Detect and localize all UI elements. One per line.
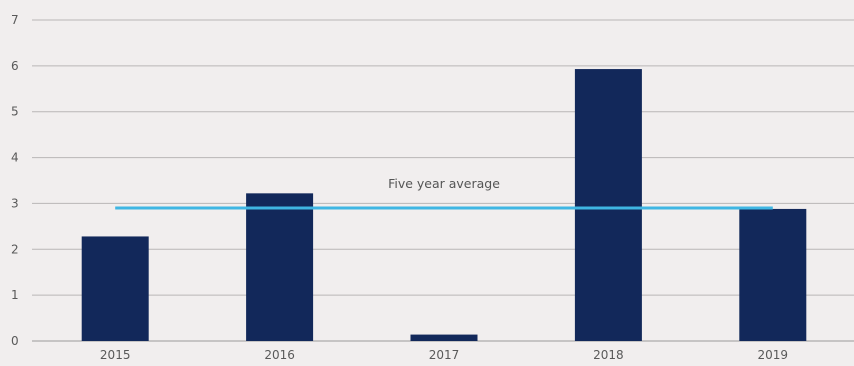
- y-tick-label: 5: [11, 105, 19, 119]
- x-category-label: 2019: [758, 348, 789, 362]
- x-category-label: 2015: [100, 348, 131, 362]
- x-category-label: 2017: [429, 348, 460, 362]
- x-category-label: 2016: [264, 348, 295, 362]
- x-category-label: 2018: [593, 348, 624, 362]
- bar: [246, 193, 314, 341]
- bar: [739, 208, 807, 341]
- y-tick-label: 6: [11, 59, 19, 73]
- bars: [81, 69, 807, 342]
- bar: [81, 236, 149, 341]
- y-tick-label: 7: [11, 13, 19, 27]
- y-tick-label: 2: [11, 242, 19, 256]
- gridlines: [32, 19, 854, 342]
- five-year-average-label: Five year average: [388, 176, 500, 191]
- y-tick-label: 3: [11, 196, 19, 210]
- y-axis-tick-labels: 0 1 2 3 4 5 6 7: [11, 13, 19, 348]
- bar: [410, 334, 478, 341]
- bar: [574, 69, 642, 342]
- y-tick-label: 1: [11, 288, 19, 302]
- y-tick-label: 4: [11, 151, 19, 165]
- y-tick-label: 0: [11, 334, 19, 348]
- x-axis-category-labels: 2015 2016 2017 2018 2019: [100, 348, 788, 362]
